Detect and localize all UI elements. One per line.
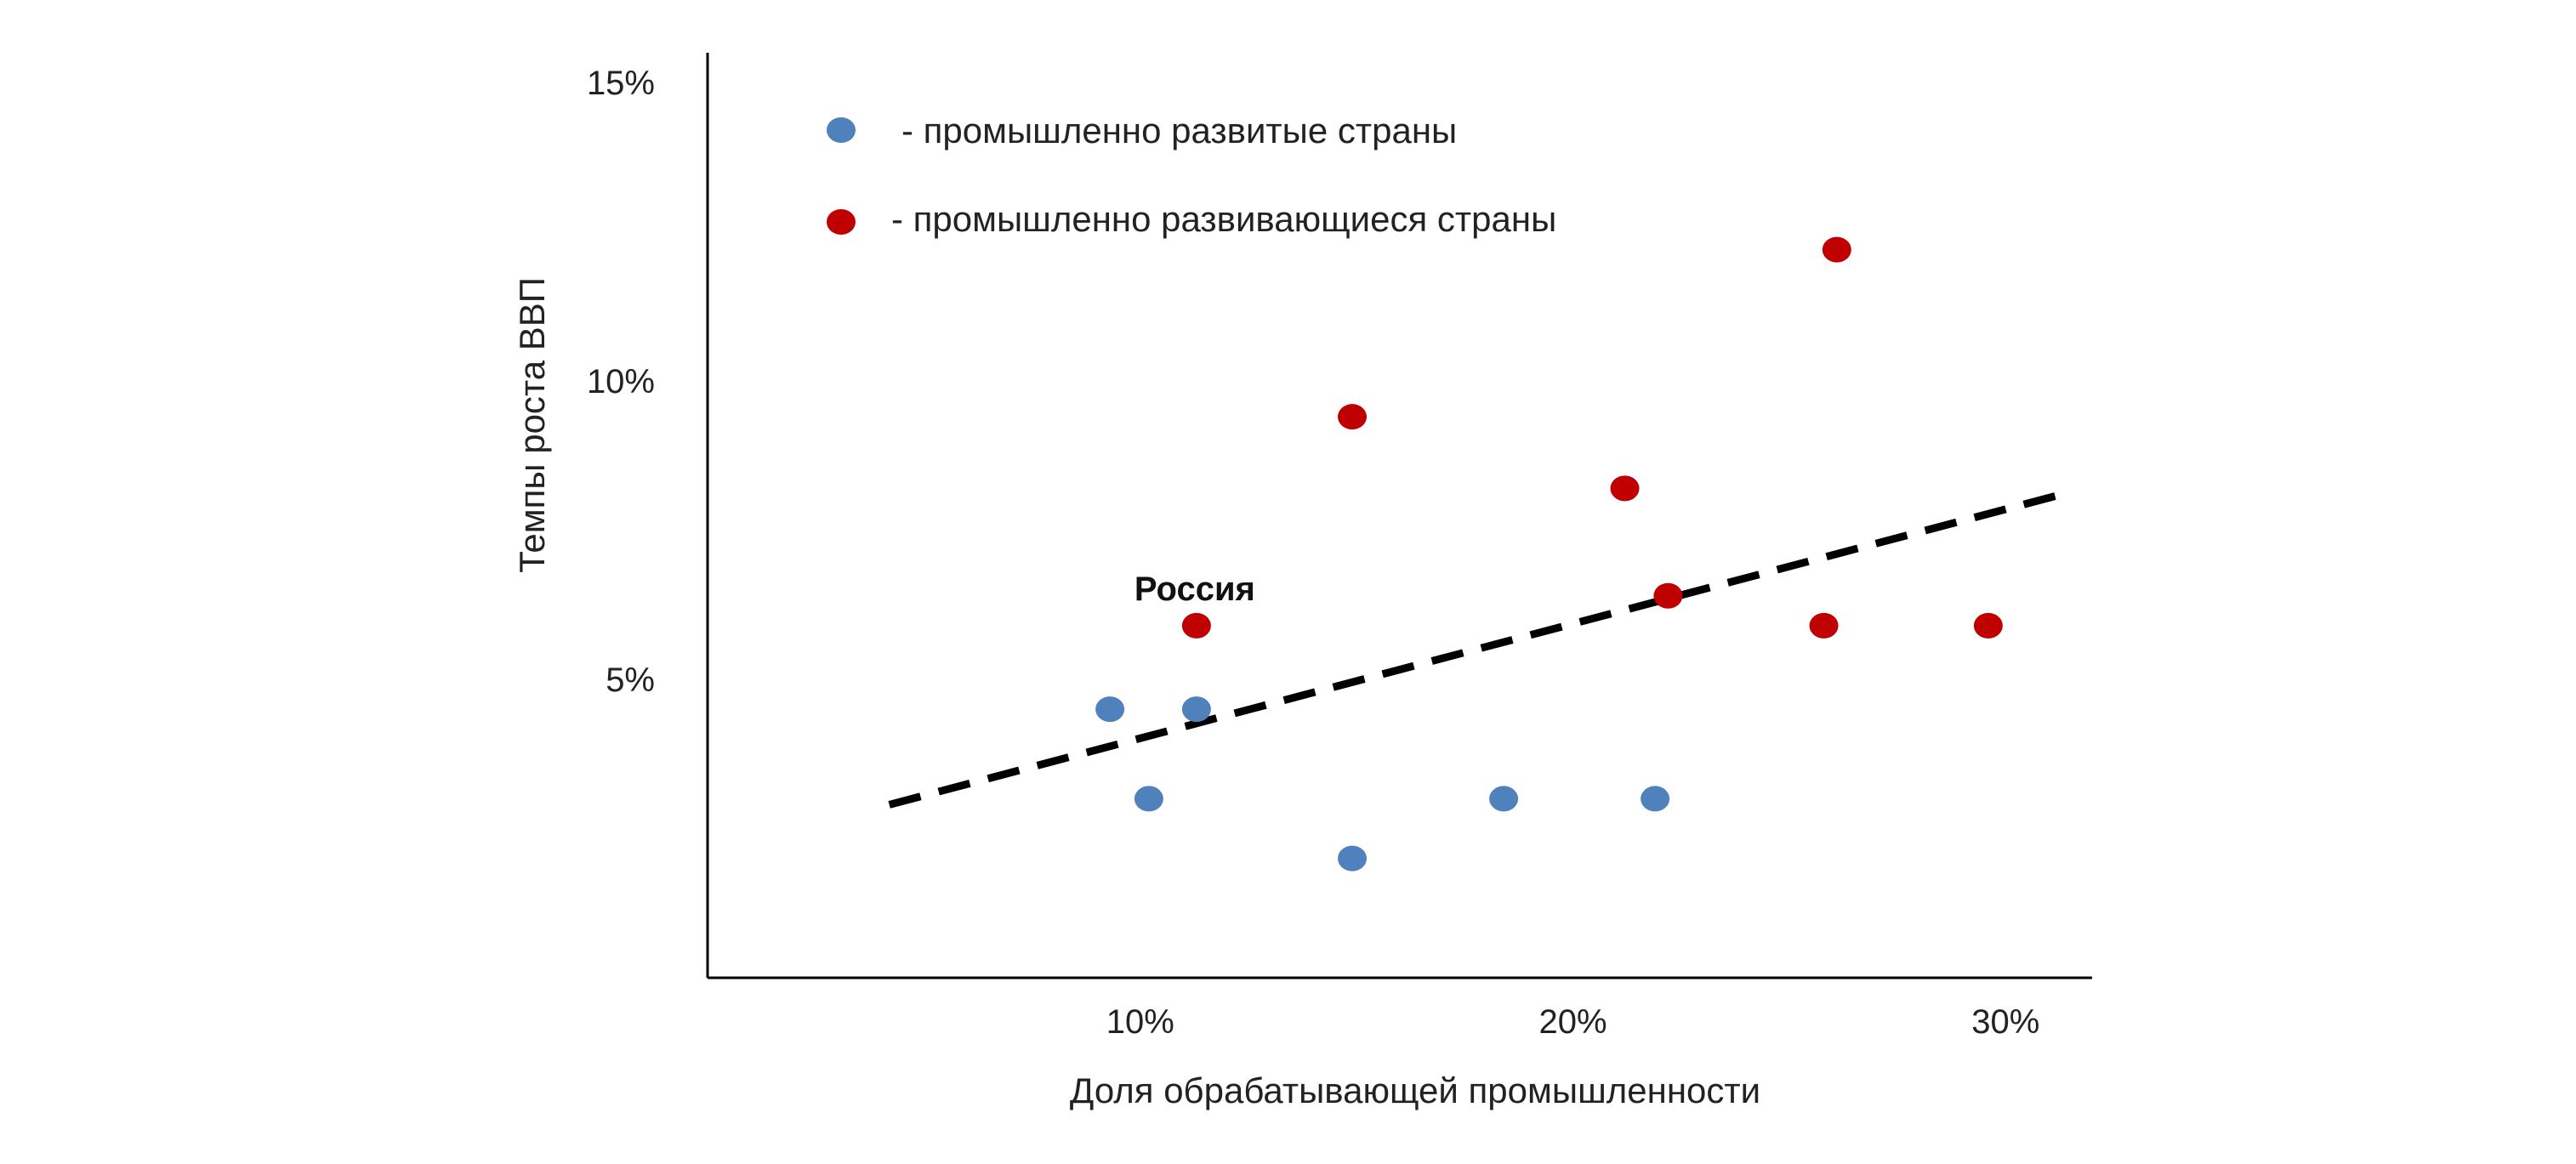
data-point bbox=[1134, 786, 1163, 812]
data-point bbox=[1181, 696, 1211, 723]
legend-label: - промышленно развивающиеся страны bbox=[891, 199, 1556, 239]
data-point bbox=[1653, 582, 1683, 609]
data-point bbox=[1095, 696, 1125, 723]
data-point bbox=[1489, 786, 1519, 812]
x-tick-label: 30% bbox=[1971, 1003, 2039, 1041]
trendline-dashed bbox=[888, 491, 2063, 809]
series-developed bbox=[1095, 696, 1670, 872]
x-tick-labels: 10% 20% 30% bbox=[1106, 1003, 2040, 1041]
data-point bbox=[1338, 845, 1368, 872]
data-points bbox=[1095, 236, 2003, 872]
series-developing bbox=[1181, 236, 2003, 639]
legend-marker bbox=[827, 117, 856, 143]
data-point bbox=[1181, 612, 1211, 639]
data-point bbox=[1338, 404, 1368, 430]
legend-label: - промышленно развитые страны bbox=[901, 111, 1457, 150]
x-tick-label: 20% bbox=[1538, 1003, 1606, 1041]
axes bbox=[706, 53, 2092, 979]
data-point bbox=[1973, 612, 2003, 639]
y-tick-label: 10% bbox=[587, 363, 655, 400]
annotation-label: Россия bbox=[1134, 571, 1255, 608]
data-point bbox=[1822, 236, 1851, 263]
y-tick-label: 5% bbox=[606, 661, 655, 699]
y-tick-label: 15% bbox=[587, 65, 655, 102]
legend-marker bbox=[827, 209, 856, 235]
x-axis-title: Доля обрабатывающей промышленности bbox=[1070, 1070, 1760, 1110]
data-point bbox=[1610, 475, 1640, 502]
legend: - промышленно развитые страны - промышлен… bbox=[827, 111, 1556, 239]
data-point bbox=[1641, 786, 1670, 812]
data-point bbox=[1809, 612, 1839, 639]
x-tick-label: 10% bbox=[1106, 1003, 1174, 1041]
trendline bbox=[888, 491, 2063, 809]
y-axis-title: Темпы роста ВВП bbox=[512, 277, 552, 573]
y-tick-labels: 5% 10% 15% bbox=[587, 65, 655, 699]
annotations: Россия bbox=[1134, 571, 1255, 608]
